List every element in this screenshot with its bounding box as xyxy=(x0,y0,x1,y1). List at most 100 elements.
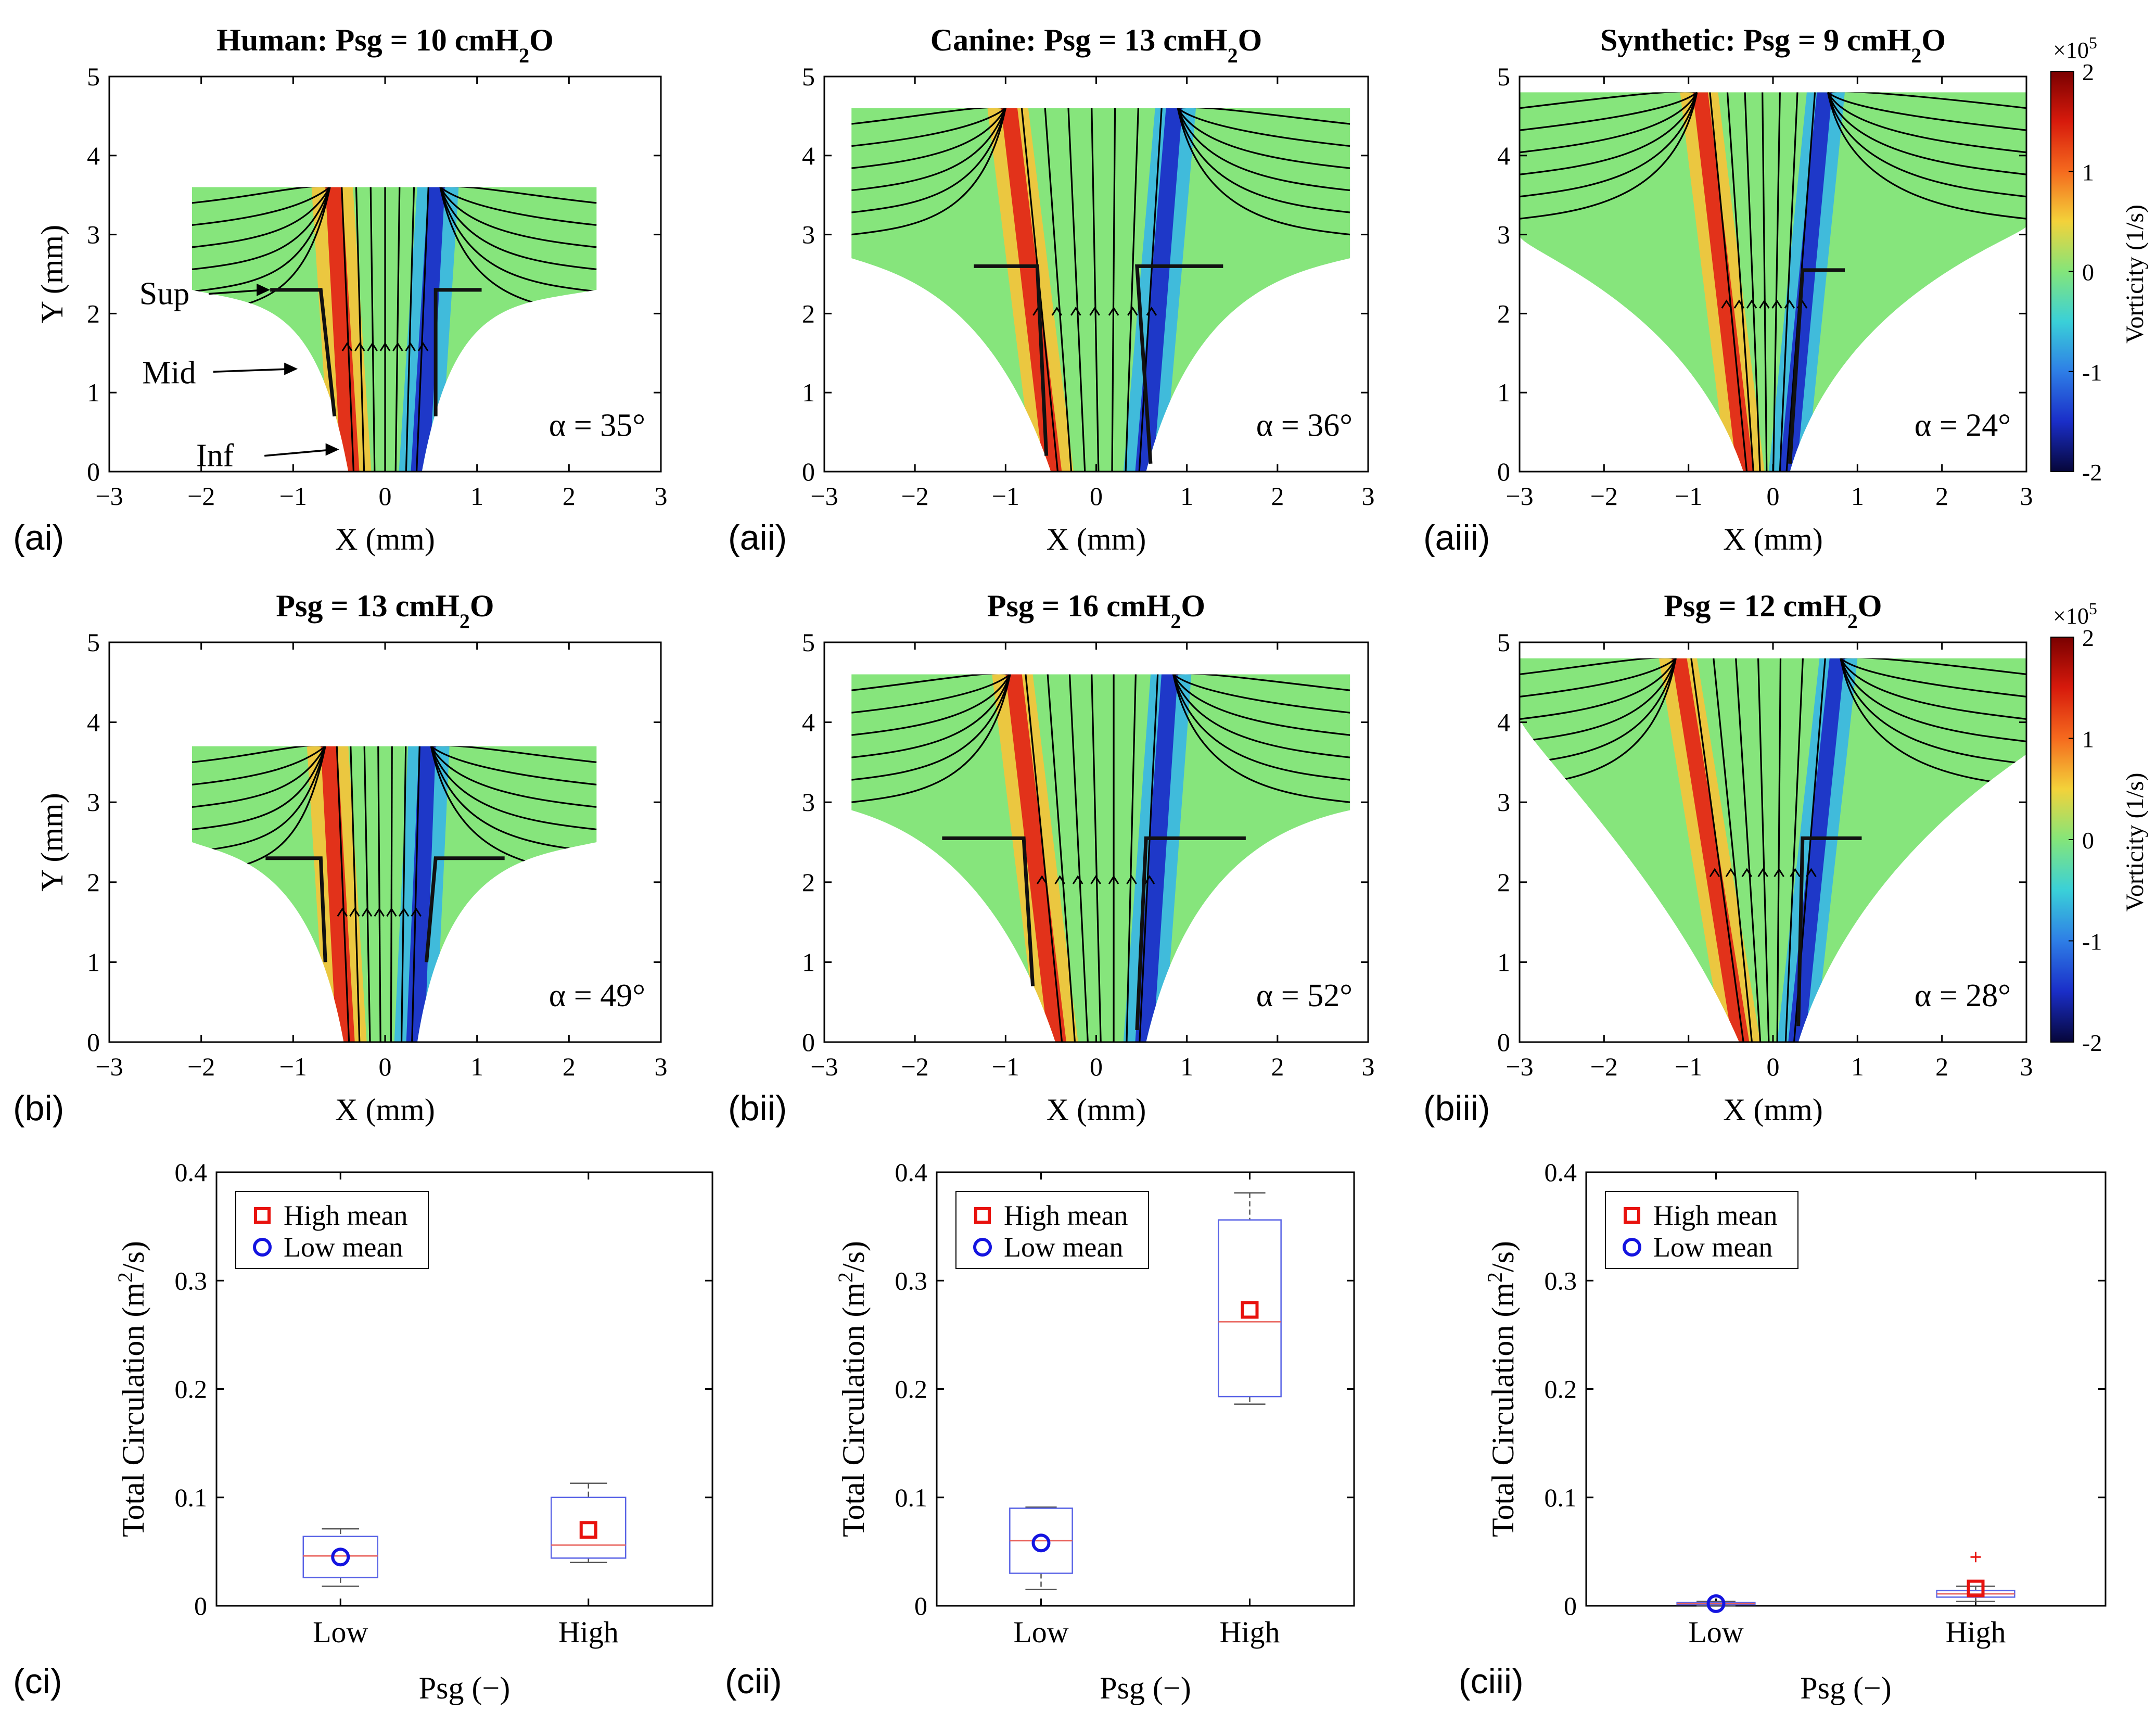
y-axis-label-tail: /s) xyxy=(1486,1241,1520,1272)
panel-title-main: Psg = 12 cmH xyxy=(1664,589,1847,623)
streamline-arrow xyxy=(417,342,429,351)
box-high xyxy=(1936,1586,2015,1602)
streamline-jet xyxy=(415,187,429,472)
panel-label: (bi) xyxy=(13,1088,64,1128)
streamline-jet xyxy=(1726,92,1754,472)
streamline-arrow xyxy=(1771,299,1782,309)
panel-title-subscript: 2 xyxy=(460,610,470,633)
low-mean-marker xyxy=(1706,1594,1726,1613)
x-tick-label: −2 xyxy=(1590,481,1618,511)
shear-layer-positive-core xyxy=(1005,674,1067,1042)
streamline-entrain-right xyxy=(1827,92,2026,175)
x-axis-label: X (mm) xyxy=(1723,1093,1823,1127)
x-tick-label: 3 xyxy=(2020,1052,2033,1081)
colorbar-label: Vorticity (1/s) xyxy=(2121,205,2149,344)
streamline-jet xyxy=(1744,92,1761,472)
high-mean-marker xyxy=(579,1521,597,1539)
streamline-jet xyxy=(363,746,371,1042)
x-tick-label: 1 xyxy=(470,1052,483,1081)
y-tick-label: 4 xyxy=(802,141,815,170)
streamline-entrain-right xyxy=(1172,674,1350,736)
region-label-arrowhead xyxy=(284,362,298,375)
streamline-entrain-right xyxy=(430,746,597,853)
streamline-jet xyxy=(1091,674,1102,1042)
y-tick-label: 0.2 xyxy=(895,1375,928,1404)
streamline-arrow xyxy=(1051,307,1063,316)
y-tick-label: 2 xyxy=(1497,868,1510,897)
streamline-entrain-left xyxy=(192,187,330,226)
legend-high-marker xyxy=(254,1207,271,1224)
x-axis-label: Psg (−) xyxy=(1100,1671,1191,1705)
streamline-arrow xyxy=(1036,875,1048,884)
vocal-fold-wall-left xyxy=(942,836,1035,986)
streamline-arrow xyxy=(1733,299,1745,309)
streamline-jet xyxy=(1139,674,1159,1042)
streamlines xyxy=(851,674,1350,1042)
streamline-jet xyxy=(1138,108,1163,472)
panel-title-main: Synthetic: Psg = 9 cmH xyxy=(1600,23,1911,57)
box-low xyxy=(1676,1601,1756,1607)
panel-title-tail: O xyxy=(470,589,494,623)
colorbar-label: Vorticity (1/s) xyxy=(2121,772,2149,911)
streamline-jet xyxy=(1776,658,1782,1042)
box-high xyxy=(551,1482,627,1563)
streamline-jet xyxy=(1762,92,1768,472)
y-tick-label: 0.1 xyxy=(175,1483,208,1512)
x-tick-label: 1 xyxy=(1180,1052,1193,1081)
streamline-arrow xyxy=(398,907,410,917)
panel-title-tail: O xyxy=(1858,589,1882,623)
streamline-entrain-left xyxy=(192,187,331,270)
streamline-jet xyxy=(1779,92,1798,472)
streamlines xyxy=(851,108,1350,472)
colorbar-exponent-power: 5 xyxy=(2089,599,2097,618)
streamline-entrain-right xyxy=(1173,674,1350,691)
category-label-high: High xyxy=(1220,1615,1280,1649)
colorbar-tick-label: 0 xyxy=(2082,259,2094,286)
angle-annotation: α = 28° xyxy=(1915,978,2011,1013)
box-iqr xyxy=(1218,1219,1282,1398)
category-label-low: Low xyxy=(1688,1615,1743,1649)
y-tick-label: 0.3 xyxy=(895,1266,928,1295)
x-tick-label: −1 xyxy=(992,1052,1019,1081)
low-mean-marker xyxy=(1031,1533,1051,1553)
panel-label: (aii) xyxy=(728,518,787,557)
streamline-arrow xyxy=(1709,868,1720,878)
colorbar-tick-label: -2 xyxy=(2082,1030,2102,1056)
streamline-jet xyxy=(1067,108,1086,472)
streamline-arrow xyxy=(1721,299,1732,309)
legend-high-label: High mean xyxy=(1004,1200,1128,1231)
streamline-jet xyxy=(377,746,381,1042)
streamline-jet xyxy=(1025,674,1063,1042)
streamline-jet xyxy=(405,187,415,472)
y-tick-label: 3 xyxy=(802,788,815,817)
streamline-entrain-right xyxy=(1840,658,2026,720)
streamline-jet xyxy=(1047,674,1076,1042)
legend-low-label: Low mean xyxy=(284,1232,403,1263)
streamline-entrain-left xyxy=(851,674,1011,758)
colorbar-tick-label: 1 xyxy=(2082,726,2094,753)
streamline-jet xyxy=(1111,108,1116,472)
category-label-high: High xyxy=(1946,1615,2006,1649)
streamlines xyxy=(192,746,597,1042)
vocal-fold-wall-right xyxy=(1796,836,1862,1026)
streamlines xyxy=(1519,92,2026,472)
streamline-entrain-right xyxy=(430,746,597,831)
y-tick-label: 1 xyxy=(1497,378,1510,407)
vocal-fold-wall-right xyxy=(1135,836,1246,1031)
y-tick-label: 0.2 xyxy=(1545,1375,1577,1404)
streamline-jet xyxy=(1125,108,1139,472)
streamline-entrain-left xyxy=(851,108,1006,192)
streamline-entrain-left xyxy=(851,108,1006,125)
x-tick-label: −3 xyxy=(95,481,123,511)
streamline-arrow xyxy=(392,342,403,351)
x-axis-label: Psg (−) xyxy=(1800,1671,1892,1705)
y-tick-label: 5 xyxy=(802,62,815,91)
y-axis-label: Total Circulation (m2/s) xyxy=(834,1241,871,1537)
streamlines xyxy=(192,187,597,472)
streamline-jet xyxy=(341,187,355,472)
